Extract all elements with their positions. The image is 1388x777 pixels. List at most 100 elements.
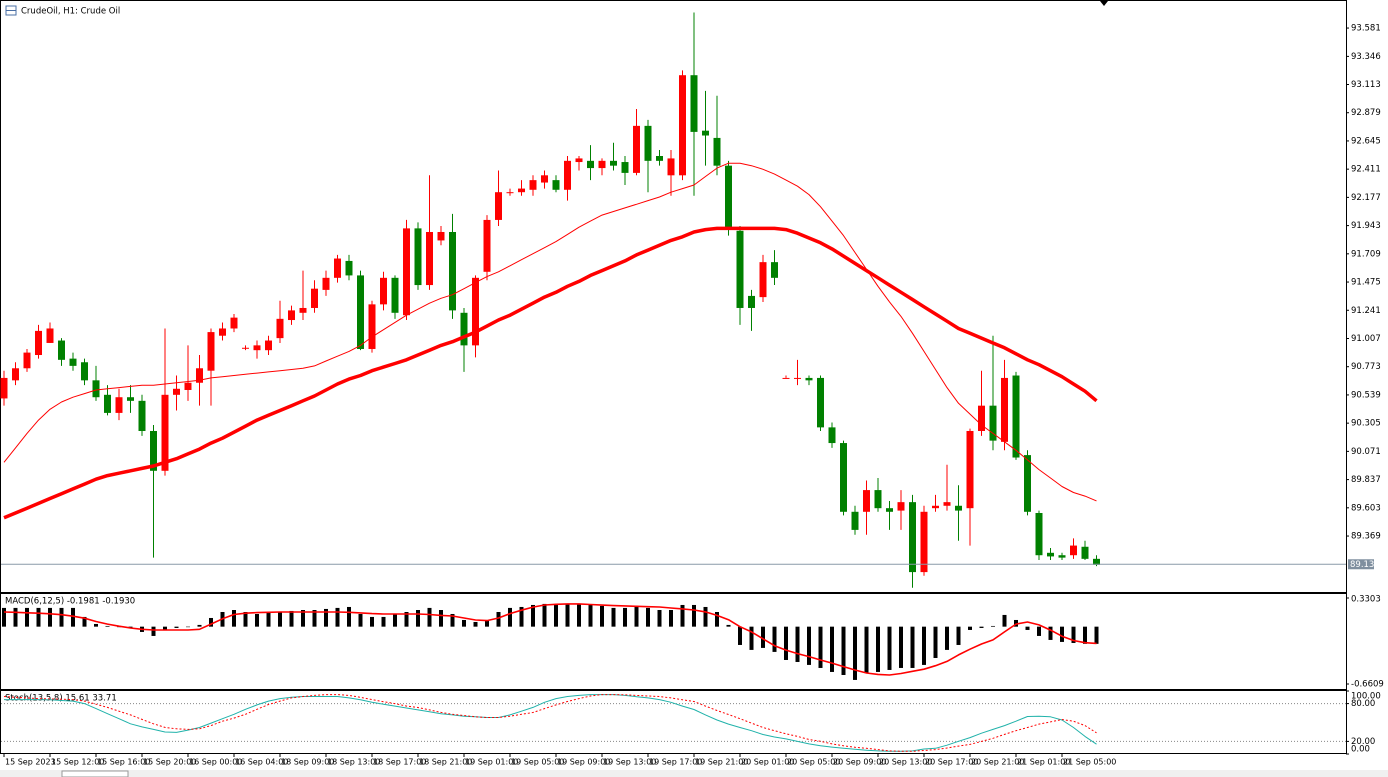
candle-body xyxy=(644,125,652,161)
candle-body xyxy=(1035,513,1043,556)
macd-bar xyxy=(82,616,87,627)
macd-bar xyxy=(450,613,455,627)
y-tick-label: 91.475 xyxy=(1351,278,1381,288)
y-tick-label: 93.346 xyxy=(1351,52,1381,62)
macd-bar xyxy=(36,607,41,627)
candle-body xyxy=(426,231,433,286)
candle-body xyxy=(667,158,675,176)
indicator-line xyxy=(3,694,1097,752)
candle-body xyxy=(1001,377,1008,442)
indicator-line xyxy=(4,694,1097,752)
macd-bar xyxy=(818,626,823,668)
candle-body xyxy=(196,368,203,383)
candle-body xyxy=(955,505,962,511)
y-tick-label: 91.241 xyxy=(1351,306,1381,316)
tab[interactable] xyxy=(61,770,129,777)
candle-body xyxy=(207,332,215,371)
x-tick-label: 20 Sep 01:00 xyxy=(741,758,794,767)
main-panel-frame xyxy=(0,0,1347,593)
y-tick-label: 92.177 xyxy=(1351,193,1381,203)
y-tick-label: 0.3303 xyxy=(1351,595,1381,605)
candle-body xyxy=(138,400,146,431)
y-tick-label: 90.539 xyxy=(1351,390,1381,400)
indicator-line xyxy=(3,226,1098,520)
macd-bar xyxy=(680,604,685,627)
macd-bar xyxy=(94,623,98,627)
candle-body xyxy=(794,377,801,379)
y-tick-label: 90.071 xyxy=(1351,447,1381,457)
macd-bar xyxy=(289,610,294,627)
candle-body xyxy=(357,275,364,349)
x-tick-label: 19 Sep 05:00 xyxy=(511,758,564,767)
macd-bar xyxy=(163,626,167,630)
candle-body xyxy=(368,304,376,349)
x-tick-label: 20 Sep 21:00 xyxy=(971,758,1024,767)
macd-bar xyxy=(393,613,397,627)
candle-body xyxy=(690,75,698,132)
x-tick-label: 20 Sep 05:00 xyxy=(787,758,840,767)
candle-body xyxy=(1070,545,1077,556)
candle-body xyxy=(437,231,445,241)
candle-body xyxy=(771,262,778,278)
x-tick-label: 19 Sep 01:00 xyxy=(465,758,518,767)
candle-body xyxy=(299,307,307,313)
macd-bar xyxy=(910,626,915,668)
macd-bar xyxy=(105,625,110,627)
candle-body xyxy=(863,490,870,512)
y-tick-label: 91.007 xyxy=(1351,334,1381,344)
x-tick-label: 15 Sep 20:00 xyxy=(143,758,196,767)
x-tick-label: 20 Sep 09:00 xyxy=(833,758,886,767)
candle-body xyxy=(449,231,456,311)
candle-body xyxy=(242,347,249,349)
candle-body xyxy=(529,180,537,190)
x-tick-label: 16 Sep 04:00 xyxy=(235,758,288,767)
candle-body xyxy=(920,511,928,573)
candle-body xyxy=(472,277,479,346)
macd-bar xyxy=(945,626,949,650)
candle-body xyxy=(736,230,744,308)
y-tick-label: 91.709 xyxy=(1351,249,1381,259)
macd-bar xyxy=(577,603,581,627)
y-tick-label: 90.305 xyxy=(1351,419,1381,429)
x-tick-label: 19 Sep 17:00 xyxy=(649,758,702,767)
x-tick-label: 18 Sep 09:00 xyxy=(281,758,334,767)
macd-bar xyxy=(933,626,938,658)
indicator-line xyxy=(3,162,1097,502)
macd-bar xyxy=(416,609,420,627)
candle-body xyxy=(46,328,54,343)
candle-body xyxy=(460,312,468,346)
candle-body xyxy=(966,430,974,509)
macd-bar xyxy=(301,609,305,627)
stoch-panel-frame xyxy=(0,690,1347,754)
macd-bar xyxy=(278,611,282,627)
y-tick-label: 20.00 xyxy=(1351,737,1375,747)
x-tick-label: 15 Sep 12:00 xyxy=(51,758,104,767)
candle-body xyxy=(713,137,721,166)
candle-body xyxy=(1024,455,1031,512)
y-tick-label: -0.6609 xyxy=(1351,680,1384,690)
y-tick-label: 89.837 xyxy=(1351,475,1381,485)
y-tick-label: 90.773 xyxy=(1351,362,1381,372)
macd-bar xyxy=(703,606,708,627)
macd-bar xyxy=(1002,614,1007,627)
candle-body xyxy=(322,277,330,290)
macd-bar xyxy=(508,607,512,627)
macd-bar xyxy=(841,626,846,675)
candle-body xyxy=(23,352,31,369)
macd-bar xyxy=(1025,626,1030,630)
x-tick-label: 20 Sep 17:00 xyxy=(925,758,978,767)
x-tick-label: 19 Sep 09:00 xyxy=(557,758,610,767)
macd-bar xyxy=(209,617,213,627)
macd-bar xyxy=(979,626,984,628)
stoch-title: Stoch(13,5,8) 15.61 33.71 xyxy=(5,694,117,704)
macd-bar xyxy=(968,626,972,630)
macd-bar xyxy=(726,624,731,627)
macd-bar xyxy=(600,605,604,627)
y-tick-label: 92.411 xyxy=(1351,165,1381,175)
candle-body xyxy=(851,511,859,530)
macd-bar xyxy=(25,607,29,627)
candle-body xyxy=(288,310,295,321)
candle-body xyxy=(656,156,663,161)
x-tick-label: 16 Sep 00:00 xyxy=(189,758,242,767)
